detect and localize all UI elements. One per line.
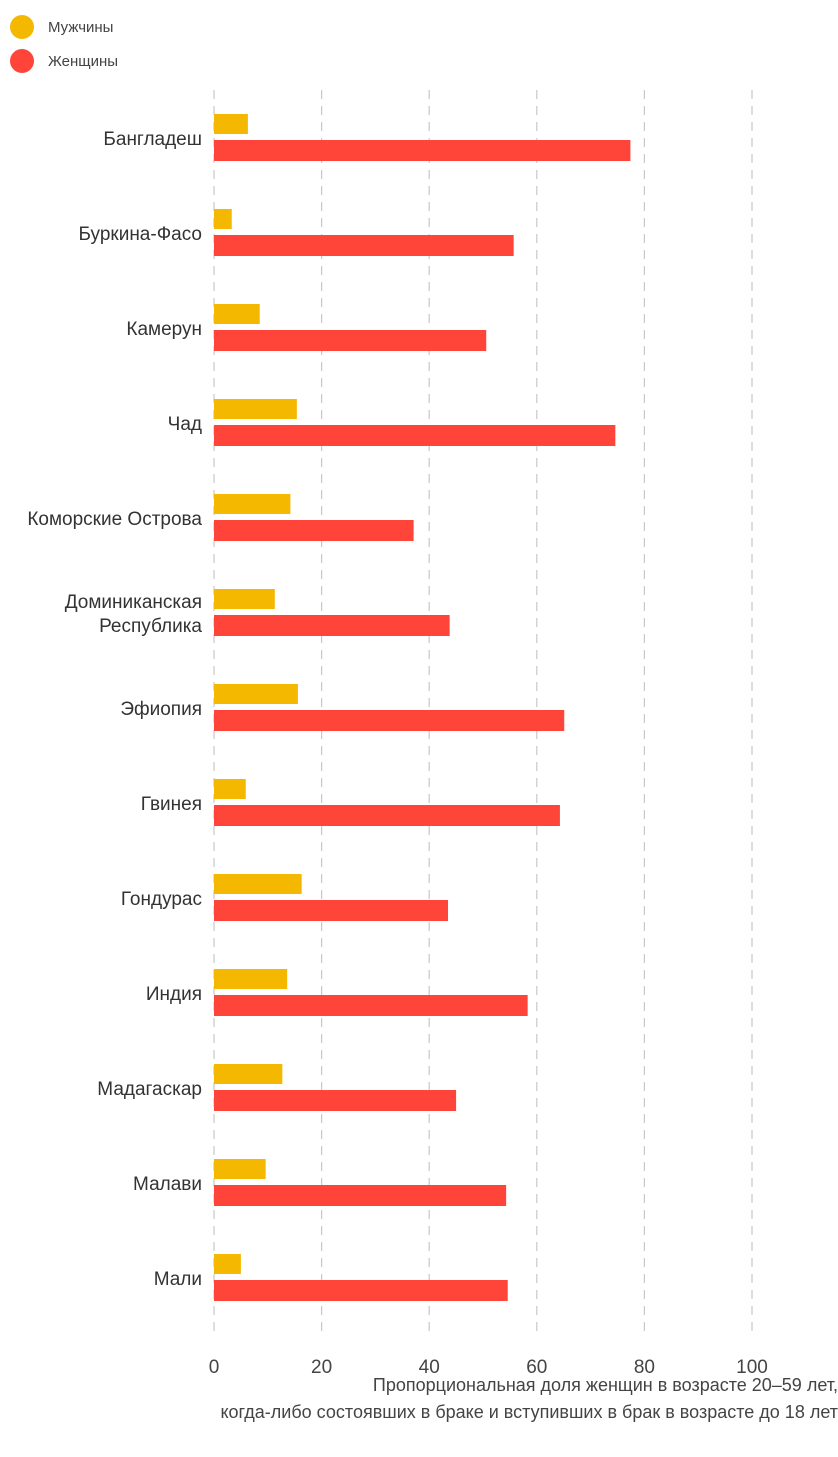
- x-tick-label: 100: [736, 1357, 768, 1378]
- bar-men: [214, 1159, 266, 1179]
- category-label: Бангладеш: [103, 129, 202, 150]
- bar-men: [214, 969, 288, 989]
- x-tick-labels: 0 20 40 60 80 100: [209, 1357, 768, 1378]
- bar-men: [214, 399, 297, 419]
- x-axis-label-line-2: когда-либо состоявших в браке и вступивш…: [220, 1402, 838, 1422]
- bar-women: [214, 1090, 457, 1111]
- legend-swatch-women: [10, 49, 34, 73]
- bar-women: [214, 330, 487, 351]
- category-label: Гвинея: [141, 794, 202, 815]
- bar-women: [214, 805, 560, 826]
- bar-women: [214, 710, 565, 731]
- bar-men: [214, 494, 291, 514]
- bar-women: [214, 900, 449, 921]
- x-axis-label-line-1: Пропорциональная доля женщин в возрасте …: [372, 1375, 838, 1395]
- legend-swatch-men: [10, 15, 34, 39]
- category-label: Коморские Острова: [27, 509, 202, 530]
- category-label: Мали: [154, 1269, 202, 1290]
- bar-women: [214, 615, 450, 636]
- bar-men: [214, 304, 260, 324]
- bar-men: [214, 684, 298, 704]
- bar-women: [214, 425, 616, 446]
- bar-men: [214, 874, 302, 894]
- category-label: Индия: [146, 984, 202, 1005]
- category-label: Буркина-Фасо: [78, 224, 202, 245]
- category-label: Гондурас: [121, 889, 202, 910]
- category-label: Доминиканская: [65, 592, 202, 613]
- legend-label-men: Мужчины: [48, 18, 114, 36]
- category-label: Камерун: [126, 319, 202, 340]
- bar-men: [214, 779, 246, 799]
- bar-women: [214, 1280, 508, 1301]
- bar-women: [214, 520, 414, 541]
- x-axis-label: Пропорциональная доля женщин в возрасте …: [100, 1372, 838, 1426]
- x-tick-label: 20: [311, 1357, 332, 1378]
- bars: [214, 114, 631, 1301]
- legend-item-men: Мужчины: [10, 10, 118, 44]
- x-tick-label: 60: [526, 1357, 547, 1378]
- x-tick-label: 40: [419, 1357, 440, 1378]
- bar-women: [214, 140, 631, 161]
- category-label: Малави: [133, 1174, 202, 1195]
- category-label: Республика: [99, 616, 202, 637]
- bar-men: [214, 1064, 283, 1084]
- bar-men: [214, 209, 232, 229]
- category-label: Чад: [168, 414, 202, 435]
- bar-men: [214, 114, 248, 134]
- bar-women: [214, 1185, 507, 1206]
- category-label: Эфиопия: [120, 699, 202, 720]
- x-tick-label: 80: [634, 1357, 655, 1378]
- bar-women: [214, 995, 528, 1016]
- legend: Мужчины Женщины: [10, 10, 118, 78]
- bar-men: [214, 589, 275, 609]
- x-tick-label: 0: [209, 1357, 220, 1378]
- legend-item-women: Женщины: [10, 44, 118, 78]
- category-label: Мадагаскар: [97, 1079, 202, 1100]
- bar-men: [214, 1254, 241, 1274]
- category-labels: Бангладеш Буркина-Фасо Камерун Чад Коморские…: [27, 129, 202, 1290]
- bar-women: [214, 235, 514, 256]
- legend-label-women: Женщины: [48, 52, 119, 70]
